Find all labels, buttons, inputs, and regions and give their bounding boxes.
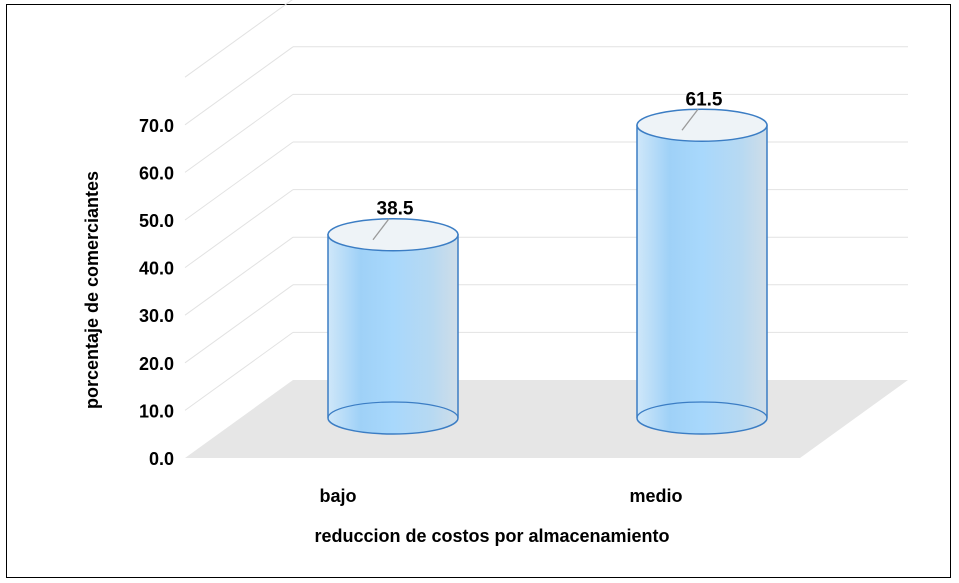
gridline-side [184, 141, 294, 221]
bar-top [636, 108, 768, 143]
y-tick-label: 10.0 [139, 401, 174, 421]
gridline-side [184, 236, 294, 316]
y-axis-ticks: 0.0 10.0 20.0 30.0 40.0 50.0 60.0 70.0 [139, 116, 174, 469]
category-labels: bajo medio [319, 486, 682, 506]
gridline-side [184, 284, 294, 364]
x-axis-title: reduccion de costos por almacenamiento [314, 526, 669, 546]
y-tick-label: 30.0 [139, 306, 174, 326]
y-tick-label: 50.0 [139, 211, 174, 231]
y-tick-label: 40.0 [139, 259, 174, 279]
category-label: medio [629, 486, 682, 506]
y-axis-title: porcentaje de comerciantes [82, 171, 102, 409]
floor-plane [185, 380, 908, 458]
bar-bajo: 38.5 [327, 199, 459, 435]
chart-floor [185, 380, 908, 458]
bars: 38.5 61.5 [327, 89, 768, 435]
chart-frame [6, 4, 951, 578]
bar-bottom-rim [327, 401, 459, 419]
bar-body [327, 233, 459, 435]
data-label-leader [681, 108, 699, 131]
bar-top [327, 217, 459, 252]
bar-bottom-rim [636, 401, 768, 419]
data-label: 38.5 [377, 199, 414, 220]
gridline-side [184, 189, 294, 269]
gridline-side [184, 93, 294, 173]
y-tick-label: 20.0 [139, 354, 174, 374]
gridlines [184, 0, 908, 411]
gridline-side [184, 46, 294, 126]
y-tick-label: 60.0 [139, 163, 174, 183]
data-label-leader [372, 218, 390, 241]
bar-medio: 61.5 [636, 89, 768, 435]
y-tick-label: 70.0 [139, 116, 174, 136]
y-tick-label: 0.0 [149, 449, 174, 469]
category-label: bajo [319, 486, 356, 506]
data-label: 61.5 [686, 89, 723, 110]
bar-body [636, 124, 768, 435]
gridline-side [184, 0, 293, 78]
gridline-side [184, 331, 294, 411]
